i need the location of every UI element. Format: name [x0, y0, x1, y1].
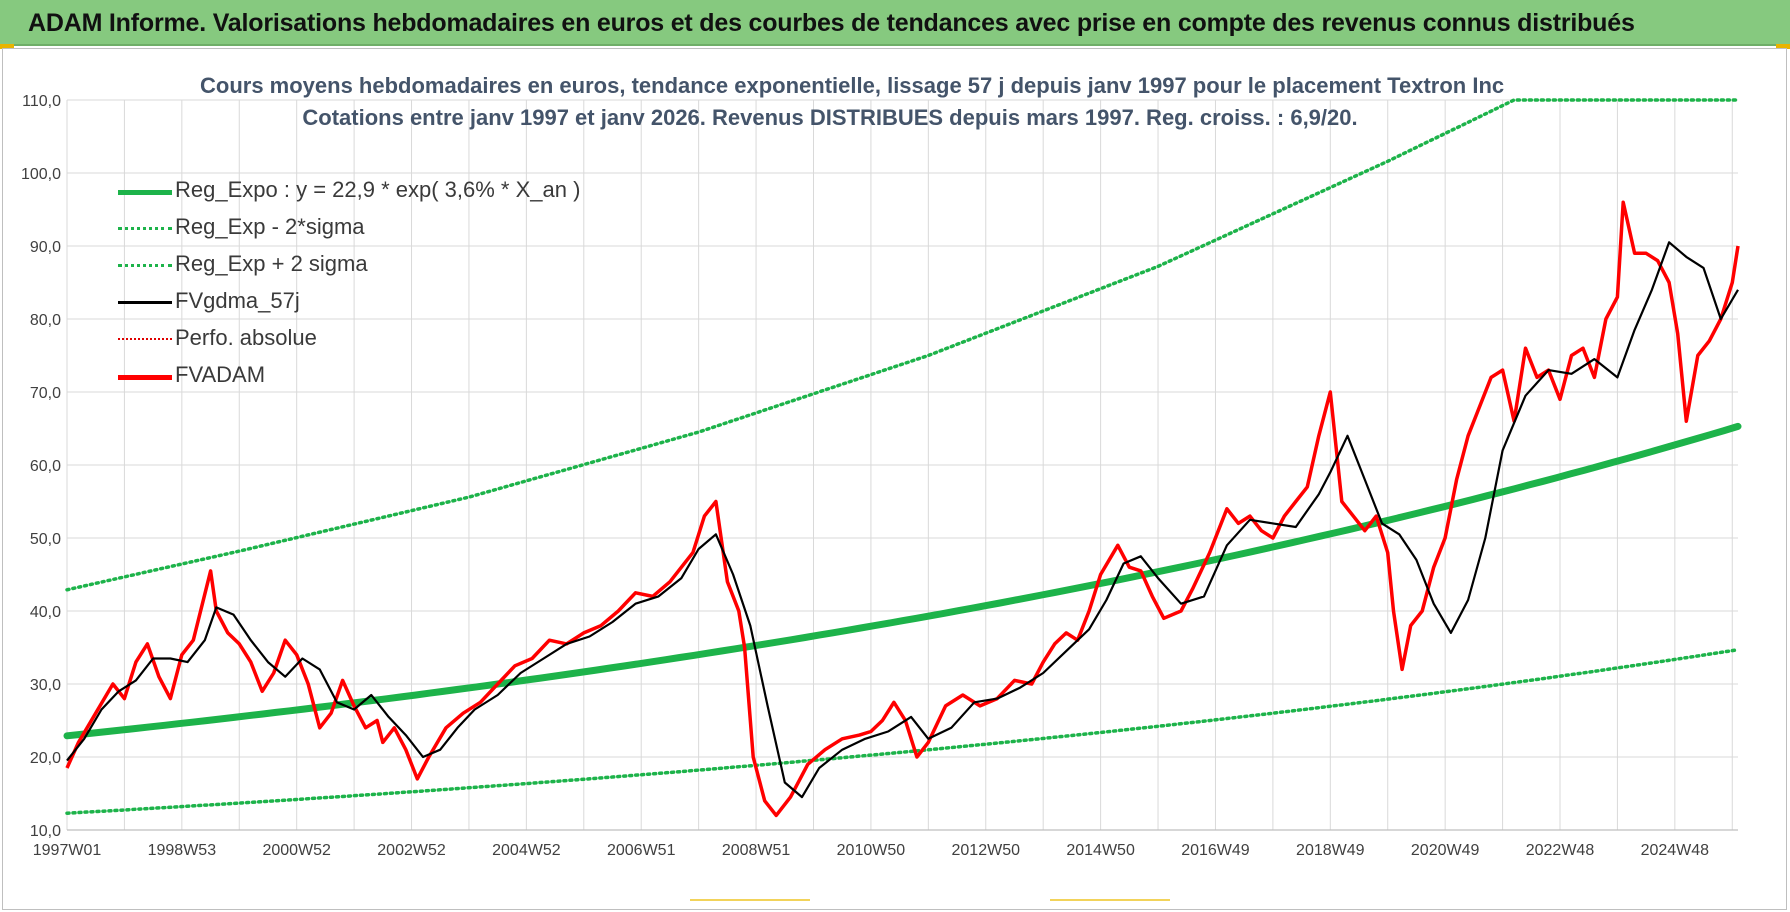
y-tick-label: 110,0	[22, 93, 61, 110]
y-tick-label: 90,0	[30, 239, 61, 256]
x-tick-label: 2020W49	[1411, 842, 1480, 859]
legend-swatch	[118, 227, 172, 230]
corner-mark-right	[1776, 44, 1790, 49]
legend-swatch	[118, 264, 172, 267]
x-tick-label: 1997W01	[33, 842, 102, 859]
x-tick-label: 2008W51	[722, 842, 791, 859]
x-tick-label: 2002W52	[377, 842, 446, 859]
x-tick-label: 1998W53	[148, 842, 217, 859]
legend-label: Reg_Exp + 2 sigma	[175, 251, 368, 276]
report-banner: ADAM Informe. Valorisations hebdomadaire…	[0, 0, 1790, 46]
y-tick-label: 10,0	[30, 823, 61, 840]
y-axis-ticks: 110,0 100,0 90,0 80,0 70,0 60,0 50,0 40,0 30,0 20…	[21, 93, 61, 840]
legend-swatch	[118, 190, 172, 195]
x-tick-label: 2000W52	[262, 842, 331, 859]
x-tick-label: 2006W51	[607, 842, 676, 859]
y-tick-label: 40,0	[30, 604, 61, 621]
x-tick-label: 2018W49	[1296, 842, 1365, 859]
legend-swatch	[118, 301, 172, 304]
legend-label: Perfo. absolue	[175, 325, 317, 350]
x-tick-label: 2010W50	[837, 842, 906, 859]
y-tick-label: 50,0	[30, 531, 61, 548]
x-tick-label: 2012W50	[952, 842, 1021, 859]
legend-label: FVADAM	[175, 362, 266, 387]
bottom-accent-left	[690, 899, 810, 901]
y-tick-label: 60,0	[30, 458, 61, 475]
chart-grid	[66, 99, 1738, 831]
series-lower-band	[65, 647, 1740, 815]
y-tick-label: 70,0	[30, 385, 61, 402]
x-tick-label: 2024W48	[1641, 842, 1710, 859]
legend-swatch	[118, 375, 172, 380]
chart-series	[63, 98, 1742, 818]
corner-mark-left	[0, 44, 14, 49]
legend-label: Reg_Expo : y = 22,9 * exp( 3,6% * X_an )	[175, 177, 581, 202]
x-tick-label: 2004W52	[492, 842, 561, 859]
x-axis-ticks: 1997W01 1998W53 2000W52 2002W52 2004W52 2006W…	[33, 842, 1709, 859]
y-tick-label: 80,0	[30, 312, 61, 329]
bottom-accent-right	[1050, 899, 1170, 901]
x-tick-label: 2022W48	[1526, 842, 1595, 859]
x-tick-label: 2014W50	[1066, 842, 1135, 859]
y-tick-label: 20,0	[30, 750, 61, 767]
y-tick-label: 30,0	[30, 677, 61, 694]
x-tick-label: 2016W49	[1181, 842, 1250, 859]
y-tick-label: 100,0	[21, 166, 61, 183]
legend-swatch	[118, 338, 172, 340]
chart-title-line-2: Cotations entre janv 1997 et janv 2026. …	[302, 105, 1358, 130]
series-fvadam	[65, 200, 1740, 818]
chart-frame	[2, 48, 1787, 910]
chart-title-line-1: Cours moyens hebdomadaires en euros, ten…	[200, 73, 1505, 98]
legend-label: FVgdma_57j	[175, 288, 300, 313]
series-upper-band	[65, 98, 1740, 592]
series-regression	[63, 422, 1742, 740]
series-fvgdma	[66, 241, 1739, 799]
report-banner-title: ADAM Informe. Valorisations hebdomadaire…	[28, 9, 1635, 37]
legend-label: Reg_Exp - 2*sigma	[175, 214, 365, 239]
